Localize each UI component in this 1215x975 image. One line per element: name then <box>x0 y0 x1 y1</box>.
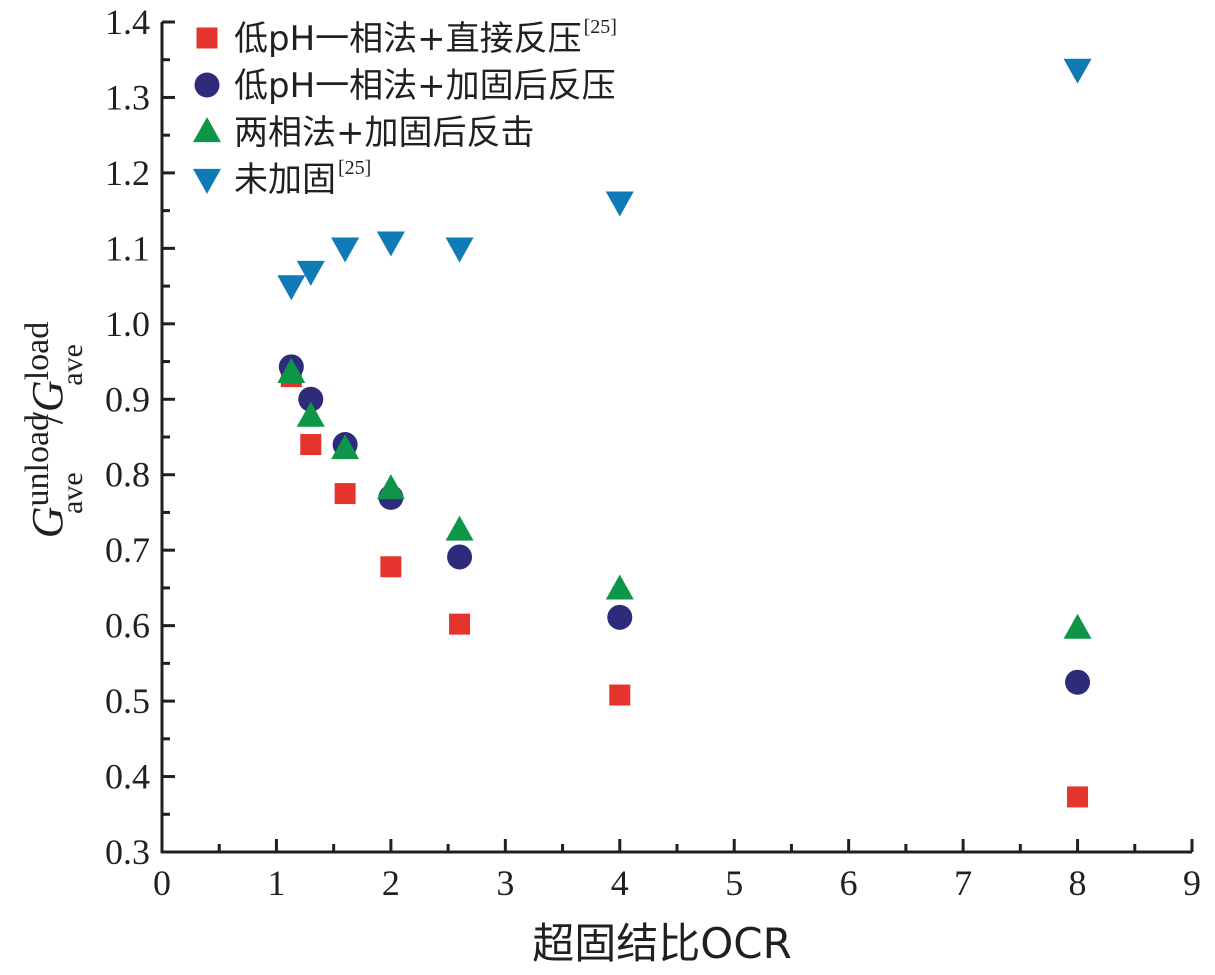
y-tick-label: 0.8 <box>105 455 150 495</box>
legend-marker <box>193 168 221 194</box>
series-3 <box>277 357 1092 639</box>
x-tick-label: 1 <box>267 863 285 903</box>
data-point <box>376 474 405 500</box>
data-point <box>296 260 325 286</box>
y-title-sup1: unload <box>19 414 56 507</box>
data-point <box>449 613 471 635</box>
legend-item: 低pH一相法+直接反压 [25] <box>196 16 617 59</box>
x-tick-label: 7 <box>954 863 972 903</box>
data-point <box>331 237 360 263</box>
legend-marker <box>196 27 218 49</box>
x-axis-title: 超固结比OCR <box>532 919 792 968</box>
x-tick-label: 8 <box>1069 863 1087 903</box>
y-tick-label: 0.3 <box>105 832 150 872</box>
data-point <box>607 604 633 630</box>
legend: 低pH一相法+直接反压 [25]低pH一相法+加固后反压两相法+加固后反击未加固[… <box>193 16 617 200</box>
data-point <box>296 401 325 427</box>
axes <box>160 20 1194 854</box>
legend-label: 两相法+加固后反击 <box>234 113 535 153</box>
y-title-sub1: ave <box>56 472 89 514</box>
legend-marker <box>193 117 221 143</box>
x-tick-label: 5 <box>725 863 743 903</box>
legend-reference: [25] <box>584 16 617 38</box>
x-tick-label: 9 <box>1183 863 1201 903</box>
legend-item: 低pH一相法+加固后反压 <box>194 66 616 106</box>
data-point <box>277 275 306 301</box>
y-title-g1: G <box>23 506 72 538</box>
y-tick-label: 0.6 <box>105 606 150 646</box>
y-title-g2: G <box>23 380 72 412</box>
y-tick-label: 0.4 <box>105 757 150 797</box>
series-4 <box>277 58 1092 301</box>
data-point <box>380 556 402 578</box>
legend-label: 未加固 <box>234 160 336 200</box>
y-tick-label: 1.3 <box>105 77 150 117</box>
y-title-sub2: ave <box>56 344 89 386</box>
data-point <box>1063 613 1092 639</box>
x-tick-label: 2 <box>382 863 400 903</box>
legend-item: 两相法+加固后反击 <box>193 113 535 153</box>
legend-label: 低pH一相法+加固后反压 <box>234 66 616 106</box>
y-tick-label: 0.5 <box>105 681 150 721</box>
series-1 <box>280 366 1089 808</box>
x-tick-label: 4 <box>611 863 629 903</box>
x-tick-label: 3 <box>496 863 514 903</box>
legend-reference: [25] <box>338 157 371 179</box>
y-tick-label: 1.4 <box>105 2 150 42</box>
y-tick-label: 1.1 <box>105 228 150 268</box>
data-point <box>1067 786 1089 808</box>
y-tick-label: 1.2 <box>105 153 150 193</box>
y-tick-label: 0.9 <box>105 379 150 419</box>
legend-marker <box>194 72 220 98</box>
data-point <box>376 231 405 257</box>
data-point <box>609 684 631 706</box>
x-tick-label: 6 <box>840 863 858 903</box>
data-point <box>298 386 324 412</box>
data-point <box>605 191 634 217</box>
data-point <box>277 357 306 383</box>
tick-labels: 0 1 2 3 4 5 6 7 8 9 0.3 0.4 0.5 0.6 0.7 0.8 0.9 1.0 1.1 1.2… <box>105 2 1201 903</box>
data-point <box>334 483 356 505</box>
data-point <box>445 237 474 263</box>
data-marks <box>277 58 1092 808</box>
data-point <box>300 434 322 456</box>
x-tick-label: 0 <box>153 863 171 903</box>
legend-label: 低pH一相法+直接反压 <box>234 19 582 59</box>
data-point <box>445 515 474 541</box>
y-axis-title: Gunloadave/Gloadave <box>19 322 89 539</box>
legend-item: 未加固 [25] <box>193 157 371 200</box>
y-tick-label: 0.7 <box>105 530 150 570</box>
series-2 <box>278 354 1091 695</box>
data-point <box>1065 669 1091 695</box>
data-point <box>447 544 473 570</box>
y-title-sup2: load <box>19 322 56 381</box>
y-tick-label: 1.0 <box>105 304 150 344</box>
data-point <box>1063 58 1092 84</box>
data-point <box>605 574 634 600</box>
data-point <box>331 434 360 460</box>
y-title-slash: / <box>23 411 72 424</box>
